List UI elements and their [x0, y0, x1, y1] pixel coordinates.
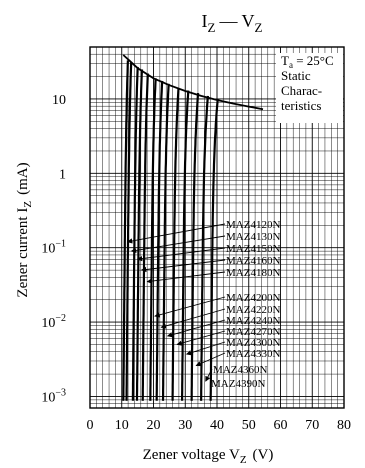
y-tick-label: 10: [52, 93, 66, 108]
series-arrow: [166, 319, 226, 338]
series-line: [141, 73, 149, 401]
series-arrow: [176, 330, 226, 346]
y-axis-label: Zener current IZ(mA): [15, 162, 34, 297]
condition-box: Ta = 25°C Static Charac- teristics: [276, 53, 343, 123]
condition-teristics: teristics: [281, 98, 321, 113]
series-line: [122, 60, 129, 401]
x-tick-label: 0: [87, 418, 94, 433]
axes: 0 10 20 30 40 50 60 70 80 10 1 10−1 10−2 10−3: [41, 46, 351, 433]
series-arrow: [195, 352, 226, 367]
x-tick-label: 80: [337, 418, 351, 433]
series-label: MAZ4390N: [211, 378, 265, 390]
x-tick-label: 70: [305, 418, 319, 433]
series-line: [131, 66, 139, 401]
x-tick-label: 10: [115, 418, 129, 433]
series-arrow: [146, 271, 226, 284]
x-tick-label: 20: [147, 418, 161, 433]
y-tick-label: 10−1: [41, 239, 66, 257]
condition-static: Static: [281, 68, 311, 83]
condition-charac: Charac-: [281, 83, 322, 98]
series-arrow: [126, 223, 226, 244]
y-tick-label: 1: [59, 167, 66, 182]
plot-frame: [89, 46, 345, 409]
series-line: [135, 69, 144, 401]
series-arrow: [140, 259, 226, 273]
series-line: [190, 93, 200, 401]
series-label: MAZ4220N: [226, 304, 280, 316]
series-label: MAZ4360N: [213, 364, 267, 376]
series-label: MAZ4240N: [226, 315, 280, 327]
series-line: [125, 62, 133, 401]
series-arrow: [154, 296, 226, 318]
series-line: [155, 80, 164, 401]
y-tick-label: 10−2: [41, 313, 66, 331]
x-tick-label: 50: [242, 418, 256, 433]
chart-title: IZ — VZ: [202, 11, 263, 35]
x-tick-label: 60: [274, 418, 288, 433]
series-line: [161, 83, 170, 401]
series-arrow: [205, 368, 213, 382]
series-line: [200, 95, 209, 401]
series-label: MAZ4270N: [226, 326, 280, 338]
x-tick-label: 40: [210, 418, 224, 433]
series-arrow: [186, 341, 226, 356]
series-label: MAZ4330N: [226, 348, 280, 360]
x-tick-label: 30: [178, 418, 192, 433]
x-axis-label: Zener voltage VZ (V): [143, 447, 274, 466]
series-arrow: [136, 247, 226, 262]
series-label: MAZ4200N: [226, 292, 280, 304]
series-line: [181, 90, 190, 401]
series-label: MAZ4130N: [226, 231, 280, 243]
condition-temperature: Ta = 25°C: [281, 53, 334, 70]
series-label: MAZ4160N: [226, 255, 280, 267]
series-label: MAZ4300N: [226, 337, 280, 349]
series-label: MAZ4180N: [226, 267, 280, 279]
series-label: MAZ4120N: [226, 219, 280, 231]
series-arrow: [130, 235, 226, 254]
y-tick-label: 10−3: [41, 387, 66, 405]
series-callouts: MAZ4120NMAZ4130NMAZ4150NMAZ4160NMAZ4180N…: [126, 219, 280, 390]
series-curves: [122, 54, 264, 401]
series-label: MAZ4150N: [226, 243, 280, 255]
series-line: [149, 78, 157, 401]
power-limit-curve: [122, 54, 264, 111]
series-arrow: [160, 308, 226, 329]
